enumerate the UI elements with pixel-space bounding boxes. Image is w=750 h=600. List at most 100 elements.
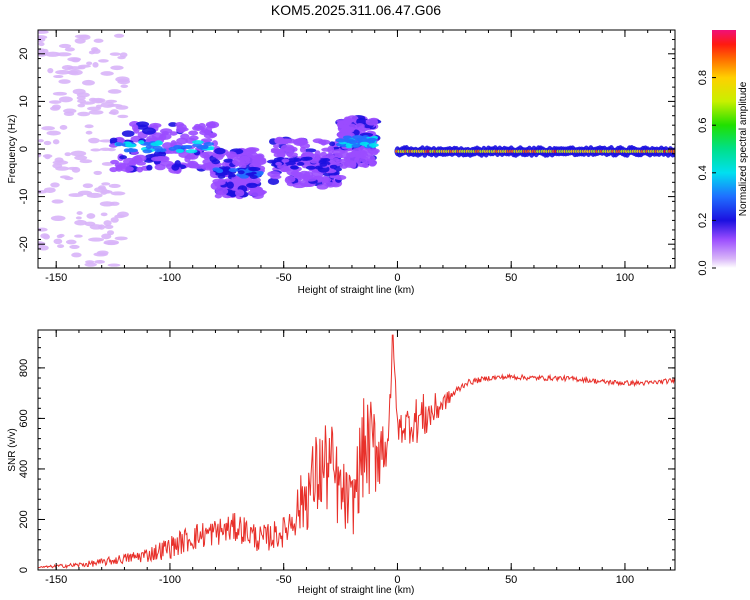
spectrogram-blob <box>58 79 71 84</box>
spectrogram-blob <box>211 140 219 147</box>
colorbar: 0.0 0.2 0.4 0.6 0.8 Normalized spectral ampl… <box>697 30 749 276</box>
snr-xtick-label: -50 <box>276 574 292 586</box>
spectrogram-blob <box>346 152 356 158</box>
spectrogram-blob <box>326 152 335 160</box>
spectrogram-ytick-label: 0 <box>18 146 30 152</box>
spectrogram-blob <box>348 140 358 145</box>
spectrogram-blob <box>79 159 93 164</box>
spectrogram-blob <box>188 130 199 136</box>
spectrogram-blob <box>82 183 94 189</box>
snr-xtick-label: -150 <box>45 574 67 586</box>
spectrogram-blob <box>246 182 258 189</box>
spectrogram-blob <box>175 126 186 133</box>
spectrogram-blob <box>276 164 289 169</box>
spectrogram-blob <box>185 149 198 154</box>
spectrogram-blob <box>114 214 126 219</box>
spectrogram-blob <box>192 140 204 145</box>
spectrogram-blob <box>50 215 66 222</box>
spectrogram-ylabel: Frequency (Hz) <box>7 115 18 184</box>
spectrogram-blob <box>319 162 328 167</box>
spectrogram-blob <box>82 79 95 86</box>
spectrogram-blob <box>169 131 178 136</box>
spectrogram-blob <box>119 155 128 160</box>
spectrogram-blob <box>173 144 182 149</box>
spectrogram-blob <box>38 227 48 232</box>
snr-ylabel: SNR (v/v) <box>7 428 18 471</box>
spectrogram-blob <box>285 175 296 183</box>
spectrogram-blob <box>192 125 205 131</box>
spectrogram-blob <box>52 160 69 165</box>
snr-ticks: -150 -100 -50 0 50 100 0 200 400 600 800 <box>18 330 675 586</box>
spectrogram-blob <box>86 213 96 219</box>
spectrogram-blob <box>68 193 84 198</box>
colorbar-tick-label: 0.0 <box>697 260 709 275</box>
spectrogram-blob <box>279 138 292 144</box>
spectrogram-blob <box>158 148 167 153</box>
spectrogram-blob <box>84 262 97 267</box>
spectrogram-blob <box>215 169 224 174</box>
spectrogram-blob <box>98 59 109 63</box>
snr-panel: -150 -100 -50 0 50 100 0 200 400 600 800 Height of… <box>7 329 676 596</box>
spectrogram-blob <box>345 142 352 147</box>
spectrogram-blob <box>275 161 283 166</box>
spectrogram-blob <box>304 176 317 182</box>
spectrogram-blob <box>59 125 68 130</box>
spectrogram-blob <box>101 182 111 186</box>
spectrogram-blob <box>77 103 86 108</box>
spectrogram-blob <box>155 140 162 145</box>
spectrogram-blob <box>226 181 234 189</box>
spectrogram-blob <box>116 137 125 143</box>
spectrogram-blob <box>360 155 368 163</box>
spectrogram-blob <box>40 233 50 239</box>
spectrogram-blob <box>280 144 295 152</box>
spectrogram-blob <box>110 217 119 223</box>
spectrogram-blob <box>273 152 286 158</box>
spectrogram-blob <box>71 252 82 258</box>
spectrogram-blob <box>84 124 94 129</box>
spectrogram-blob <box>181 144 193 149</box>
spectrogram-blob <box>337 124 348 133</box>
spectrogram-blob <box>126 148 138 153</box>
spectrogram-blob <box>77 111 91 117</box>
spectrogram-blob <box>99 201 115 207</box>
spectrogram-blob <box>38 241 46 247</box>
snr-series-line <box>38 334 675 570</box>
spectrogram-blob <box>74 219 87 226</box>
spectrogram-blob <box>225 151 237 158</box>
spectrogram-blob <box>672 149 675 154</box>
spectrogram-blob <box>121 130 135 137</box>
spectrogram-xtick-label: 100 <box>616 272 634 284</box>
spectrogram-blob <box>246 147 256 153</box>
spectrogram-blob <box>345 123 358 131</box>
spectrogram-blob <box>58 96 73 103</box>
spectrogram-blob <box>110 191 126 196</box>
snr-frame <box>37 329 676 571</box>
spectrogram-blob <box>95 104 102 109</box>
spectrogram-blob <box>109 167 118 173</box>
spectrogram-marks <box>38 30 675 267</box>
snr-ytick-label: 0 <box>18 567 30 573</box>
spectrogram-blob <box>153 150 167 158</box>
spectrogram-blob <box>109 137 118 144</box>
spectrogram-blob <box>38 42 45 47</box>
spectrogram-blob <box>249 188 264 197</box>
spectrogram-blob <box>338 151 350 159</box>
spectrogram-blob <box>287 158 298 163</box>
spectrogram-blob <box>335 138 347 143</box>
spectrogram-blob <box>88 110 104 115</box>
spectrogram-blob <box>69 244 80 249</box>
spectrogram-blob <box>292 182 307 189</box>
snr-ytick-label: 600 <box>18 409 30 427</box>
spectrogram-blob <box>47 67 54 74</box>
spectrogram-blob <box>53 238 63 245</box>
snr-xlabel: Height of straight line (km) <box>298 585 415 596</box>
spectrogram-xtick-label: 50 <box>505 272 517 284</box>
spectrogram-blob <box>354 123 365 129</box>
spectrogram-blob <box>185 162 200 168</box>
spectrogram-blob <box>351 143 361 148</box>
spectrogram-blob <box>88 97 97 102</box>
spectrogram-blob <box>174 160 181 168</box>
spectrogram-blob <box>325 182 336 188</box>
